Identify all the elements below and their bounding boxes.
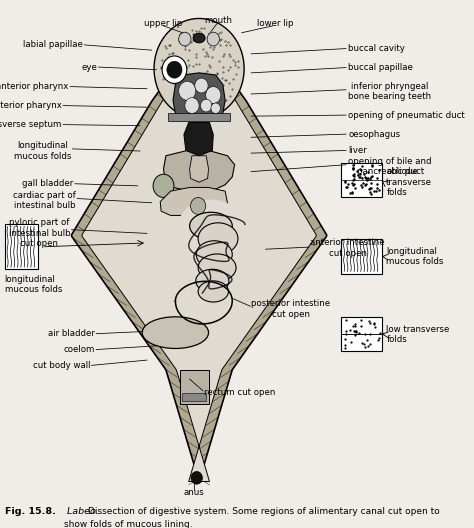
Circle shape xyxy=(211,103,220,114)
Text: anus: anus xyxy=(184,487,205,497)
Ellipse shape xyxy=(198,223,238,254)
Text: mouth: mouth xyxy=(204,15,232,25)
Polygon shape xyxy=(173,73,225,120)
Text: buccal cavity: buccal cavity xyxy=(348,44,405,53)
Ellipse shape xyxy=(196,269,229,293)
Text: pyloric part of
intestinal bulb
cut open: pyloric part of intestinal bulb cut open xyxy=(9,219,70,248)
Bar xyxy=(341,163,382,197)
Circle shape xyxy=(195,78,208,93)
Circle shape xyxy=(185,98,199,114)
Ellipse shape xyxy=(198,281,228,302)
Text: posterior intestine
cut open: posterior intestine cut open xyxy=(251,299,330,318)
Circle shape xyxy=(201,99,212,112)
Bar xyxy=(341,317,382,351)
Circle shape xyxy=(179,81,196,100)
Text: cut body wall: cut body wall xyxy=(33,361,90,370)
Circle shape xyxy=(154,18,244,119)
Circle shape xyxy=(191,472,202,484)
Circle shape xyxy=(153,174,174,197)
Bar xyxy=(182,393,206,401)
Text: air bladder: air bladder xyxy=(48,329,95,338)
Text: inferior phryngeal
bone bearing teeth: inferior phryngeal bone bearing teeth xyxy=(348,82,431,101)
Bar xyxy=(168,113,230,121)
Circle shape xyxy=(207,32,219,46)
Text: opening of bile and
pancreatic duct: opening of bile and pancreatic duct xyxy=(348,157,432,176)
Text: longitudinal
mucous folds: longitudinal mucous folds xyxy=(5,275,62,294)
Ellipse shape xyxy=(190,212,232,240)
Ellipse shape xyxy=(193,33,205,43)
Bar xyxy=(180,370,209,404)
Bar xyxy=(341,239,382,274)
Circle shape xyxy=(179,32,191,46)
Bar xyxy=(5,224,38,269)
Circle shape xyxy=(162,56,187,83)
Text: show folds of mucous lining.: show folds of mucous lining. xyxy=(64,520,192,528)
Text: eye: eye xyxy=(82,62,97,72)
Polygon shape xyxy=(184,122,213,156)
Text: longitudinal
mucous folds: longitudinal mucous folds xyxy=(386,247,444,266)
Text: low transverse
folds: low transverse folds xyxy=(386,325,450,344)
Text: anterior pharynx: anterior pharynx xyxy=(0,82,69,91)
Text: liver: liver xyxy=(348,146,367,155)
Text: coelom: coelom xyxy=(64,345,95,354)
Polygon shape xyxy=(82,34,316,482)
Polygon shape xyxy=(190,156,209,182)
Text: transverse septum: transverse septum xyxy=(0,120,62,129)
Text: labial papillae: labial papillae xyxy=(23,40,83,50)
Text: longitudinal
mucous folds: longitudinal mucous folds xyxy=(14,142,71,161)
Text: opening of pneumatic duct: opening of pneumatic duct xyxy=(348,110,465,120)
Text: Labeo.: Labeo. xyxy=(64,507,99,516)
Text: buccal papillae: buccal papillae xyxy=(348,63,413,72)
Text: upper lip: upper lip xyxy=(145,19,182,29)
Text: rectum cut open: rectum cut open xyxy=(204,388,275,398)
Polygon shape xyxy=(164,150,235,191)
Text: Fig. 15.8.: Fig. 15.8. xyxy=(5,507,55,516)
Text: gall bladder: gall bladder xyxy=(22,179,73,188)
Ellipse shape xyxy=(178,200,244,252)
Ellipse shape xyxy=(196,241,232,268)
Text: posterior pharynx: posterior pharynx xyxy=(0,101,62,110)
Text: Dissection of digestive system. Some regions of alimentary canal cut open to: Dissection of digestive system. Some reg… xyxy=(88,507,439,516)
Polygon shape xyxy=(160,187,228,215)
Ellipse shape xyxy=(142,317,209,348)
Circle shape xyxy=(191,197,206,214)
Circle shape xyxy=(167,61,182,78)
Text: lower lip: lower lip xyxy=(256,19,293,29)
Text: oesophagus: oesophagus xyxy=(348,129,401,139)
Polygon shape xyxy=(72,34,327,482)
Text: oblique
transverse
folds: oblique transverse folds xyxy=(386,167,432,197)
Text: cardiac part of
intestinal bulb: cardiac part of intestinal bulb xyxy=(13,191,76,210)
Text: anterior intestine
cut open: anterior intestine cut open xyxy=(310,239,385,258)
Circle shape xyxy=(206,87,221,103)
Ellipse shape xyxy=(198,254,236,281)
